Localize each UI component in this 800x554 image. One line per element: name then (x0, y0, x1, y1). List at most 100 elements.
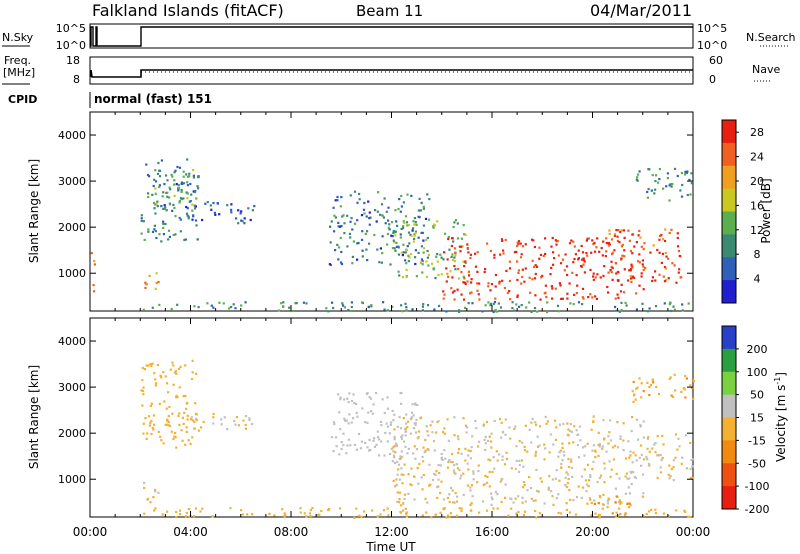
data-cell (195, 419, 198, 422)
data-cell (149, 421, 152, 424)
data-cell (623, 291, 626, 294)
data-cell (580, 496, 583, 499)
data-cell (171, 412, 174, 415)
data-cell (196, 238, 199, 241)
data-cell (446, 272, 449, 275)
data-cell (515, 512, 518, 515)
data-cell (182, 197, 185, 200)
data-cell (581, 303, 584, 306)
data-cell (662, 187, 665, 190)
data-cell (517, 240, 521, 243)
data-cell (614, 297, 617, 300)
data-cell (234, 423, 237, 426)
data-cell (330, 220, 333, 223)
data-cell (387, 514, 390, 517)
data-cell (632, 400, 635, 403)
data-cell (658, 168, 661, 171)
data-cell (668, 303, 671, 306)
data-cell (366, 421, 369, 424)
data-cell (154, 169, 157, 172)
data-cell (656, 476, 659, 480)
data-cell (531, 278, 534, 281)
data-cell (630, 265, 633, 268)
data-cell (206, 302, 209, 305)
data-cell (418, 216, 421, 219)
data-cell (398, 478, 401, 481)
data-cell (530, 497, 533, 500)
data-cell (160, 205, 163, 208)
data-cell (591, 449, 594, 452)
data-cell (670, 394, 673, 397)
data-cell (466, 462, 469, 465)
data-cell (178, 412, 181, 415)
data-cell (449, 270, 452, 273)
data-cell (148, 415, 151, 418)
data-cell (678, 445, 681, 448)
data-cell (151, 193, 154, 196)
data-cell (589, 476, 592, 479)
data-cell (636, 386, 639, 389)
data-cell (154, 203, 157, 206)
data-cell (170, 307, 173, 311)
data-cell (181, 439, 184, 442)
data-cell (526, 450, 529, 453)
data-cell (658, 273, 661, 276)
data-cell (643, 458, 646, 461)
data-cell (582, 257, 585, 260)
data-cell (178, 509, 182, 512)
data-cell (603, 467, 606, 470)
data-cell (168, 186, 171, 189)
colorbar-frame (721, 119, 737, 304)
data-cell (433, 308, 436, 311)
data-cell (516, 294, 519, 297)
data-cell (556, 239, 559, 243)
data-cell (366, 230, 369, 233)
data-cell (470, 502, 473, 505)
data-cell (543, 443, 546, 446)
data-cell (685, 377, 688, 380)
data-cell (186, 181, 189, 184)
data-cell (617, 229, 620, 232)
data-cell (438, 471, 441, 475)
data-cell (426, 304, 430, 307)
data-cell (593, 250, 597, 253)
data-cell (675, 509, 678, 512)
data-cell (373, 437, 376, 440)
data-cell (399, 233, 402, 236)
data-cell (464, 233, 467, 236)
data-cell (660, 261, 663, 264)
data-cell (555, 497, 558, 500)
data-cell (408, 242, 411, 245)
data-cell (577, 485, 580, 488)
data-cell (508, 426, 511, 429)
data-cell (552, 263, 555, 266)
data-cell (618, 310, 621, 313)
colorbar-segment (722, 211, 736, 235)
data-cell (530, 441, 533, 444)
data-cell (620, 501, 623, 504)
data-cell (393, 247, 396, 250)
data-cell (568, 465, 571, 469)
data-cell (415, 448, 419, 451)
data-cell (418, 197, 421, 200)
data-cell (175, 394, 178, 397)
data-cell (248, 417, 251, 420)
data-cell (361, 407, 364, 410)
data-cell (631, 233, 634, 236)
data-cell (197, 429, 200, 432)
data-cell (240, 509, 243, 512)
data-cell (667, 515, 670, 518)
data-cell (540, 276, 543, 279)
data-cell (635, 292, 638, 295)
data-cell (658, 178, 661, 181)
data-cell (684, 396, 687, 399)
data-cell (201, 218, 204, 222)
data-cell (187, 508, 190, 511)
data-cell (210, 208, 213, 211)
data-cell (410, 417, 413, 420)
data-cell (522, 486, 525, 489)
data-cell (534, 499, 537, 502)
data-cell (163, 207, 166, 211)
data-cell (450, 255, 453, 259)
data-cell (361, 255, 364, 258)
